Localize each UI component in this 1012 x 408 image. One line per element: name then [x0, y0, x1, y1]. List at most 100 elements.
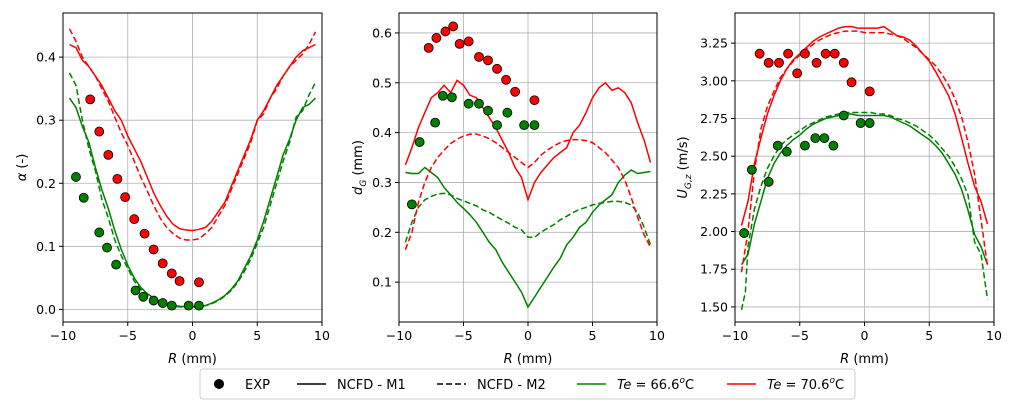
series-line-green-dashed	[740, 111, 989, 311]
y-tick-label: 2.75	[700, 111, 728, 126]
exp-point-green	[492, 120, 502, 131]
legend: EXP NCFD - M1 NCFD - M2 Te = 66.6oC Te =…	[199, 368, 856, 400]
y-tick-label: 0.0	[36, 302, 56, 317]
series-line-red-dashed	[740, 30, 989, 273]
exp-point-green	[474, 98, 484, 109]
exp-point-green	[183, 300, 194, 311]
exp-point-red	[774, 57, 784, 68]
exp-point-green	[111, 259, 121, 270]
exp-point-red	[754, 48, 765, 59]
exp-point-green	[810, 133, 821, 144]
legend-label-te70: Te = 70.6oC	[767, 376, 844, 393]
y-tick-label: 0.2	[372, 225, 392, 240]
exp-point-red	[492, 63, 502, 74]
ugz-chart-panel: −10 −5 0 5 10 1.50 1.75 2.00 2.25 2.50 2.75 3.00 3.2…	[676, 12, 1002, 367]
exp-point-green	[772, 140, 783, 151]
x-tick-label: 0	[524, 328, 532, 343]
exp-point-red	[820, 48, 831, 59]
exp-point-green	[763, 176, 774, 187]
exp-point-red	[864, 86, 875, 97]
legend-label-m2: NCFD - M2	[477, 378, 546, 393]
exp-point-red	[448, 21, 459, 32]
exp-point-red	[792, 68, 803, 79]
y-tick-label: 0.3	[36, 113, 56, 128]
exp-point-red	[763, 57, 774, 68]
exp-point-green	[739, 228, 749, 238]
x-tick-label: 0	[861, 328, 869, 343]
legend-label-m1: NCFD - M1	[337, 378, 406, 393]
exp-point-green	[519, 120, 530, 131]
series-line-green-dashed	[404, 192, 652, 246]
exp-point-red	[529, 95, 540, 106]
exp-point-green	[529, 120, 540, 131]
y-tick-label: 0.1	[372, 275, 392, 290]
exp-point-red	[829, 48, 840, 59]
x-tick-label: 5	[589, 328, 597, 343]
exp-point-red	[783, 48, 793, 59]
y-tick-label: 3.00	[700, 73, 728, 88]
exp-point-red	[85, 94, 96, 105]
exp-point-red	[463, 36, 474, 47]
x-axis-title: R (mm)	[504, 352, 553, 367]
exp-point-green	[138, 291, 149, 302]
exp-point-red	[157, 258, 168, 269]
exp-point-green	[71, 172, 81, 182]
exp-point-red	[174, 276, 185, 286]
y-axis-title: UG,z (m/s)	[676, 136, 694, 198]
x-tick-label: −5	[119, 328, 137, 343]
exp-point-red	[129, 214, 140, 225]
exp-point-green	[102, 242, 112, 253]
y-tick-label: 2.00	[700, 224, 728, 239]
legend-label-exp: EXP	[245, 378, 270, 393]
series-line-red-solid	[404, 79, 652, 203]
x-tick-label: 10	[986, 328, 1002, 343]
x-tick-label: 5	[925, 328, 933, 343]
exp-point-red	[194, 277, 204, 288]
exp-point-green	[430, 117, 441, 128]
exp-point-red	[800, 48, 810, 59]
x-tick-label: 10	[649, 328, 665, 343]
exp-point-red	[423, 42, 434, 53]
series-line-green-solid	[405, 166, 651, 309]
exp-point-green	[828, 140, 839, 151]
x-tick-label: −5	[454, 328, 472, 343]
exp-point-green	[483, 105, 493, 116]
exp-point-green	[746, 164, 757, 175]
y-tick-label: 2.25	[700, 186, 728, 201]
dg-chart-panel: −10 −5 0 5 10 0.1 0.2 0.3 0.4 0.5 0.6 R (mm) dG (mm)	[351, 12, 665, 367]
x-tick-label: −10	[386, 328, 412, 343]
exp-point-red	[846, 77, 857, 88]
x-tick-label: 10	[314, 328, 330, 343]
alpha-chart-panel: −10 −5 0 5 10 0.0 0.1 0.2 0.3 0.4 R (mm) α (-)	[15, 12, 330, 367]
exp-point-green	[157, 298, 168, 308]
exp-point-red	[431, 33, 442, 43]
y-tick-label: 2.50	[700, 149, 728, 164]
exp-point-green	[414, 137, 425, 147]
exp-point-red	[811, 57, 822, 68]
y-tick-label: 1.50	[700, 299, 728, 314]
x-tick-label: −10	[50, 328, 76, 343]
series-line-red-dashed	[68, 28, 317, 241]
legend-frame	[199, 368, 856, 400]
y-tick-label: 0.3	[372, 175, 392, 190]
exp-point-red	[139, 228, 150, 239]
x-tick-label: 0	[189, 328, 197, 343]
x-tick-label: −5	[791, 328, 809, 343]
series-line-red-solid	[740, 25, 989, 226]
x-axis-title: R (mm)	[168, 352, 217, 367]
legend-marker-exp	[214, 379, 224, 389]
y-tick-label: 0.6	[372, 25, 392, 40]
x-axis-title: R (mm)	[840, 352, 889, 367]
exp-point-red	[112, 173, 123, 184]
exp-point-red	[838, 57, 849, 68]
series-line-green-dashed	[68, 72, 317, 309]
exp-point-red	[510, 86, 520, 97]
y-tick-label: 0.4	[36, 50, 56, 65]
y-axis-title: α (-)	[15, 154, 30, 182]
exp-point-green	[78, 192, 89, 203]
x-tick-label: 5	[253, 328, 261, 343]
exp-point-green	[446, 92, 457, 103]
y-tick-label: 0.4	[372, 125, 392, 140]
exp-point-green	[855, 118, 866, 128]
exp-point-green	[94, 227, 105, 238]
